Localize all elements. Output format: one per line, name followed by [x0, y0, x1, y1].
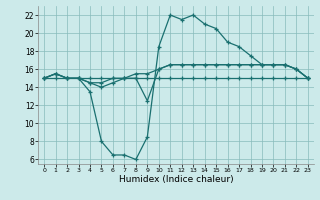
X-axis label: Humidex (Indice chaleur): Humidex (Indice chaleur)	[119, 175, 233, 184]
